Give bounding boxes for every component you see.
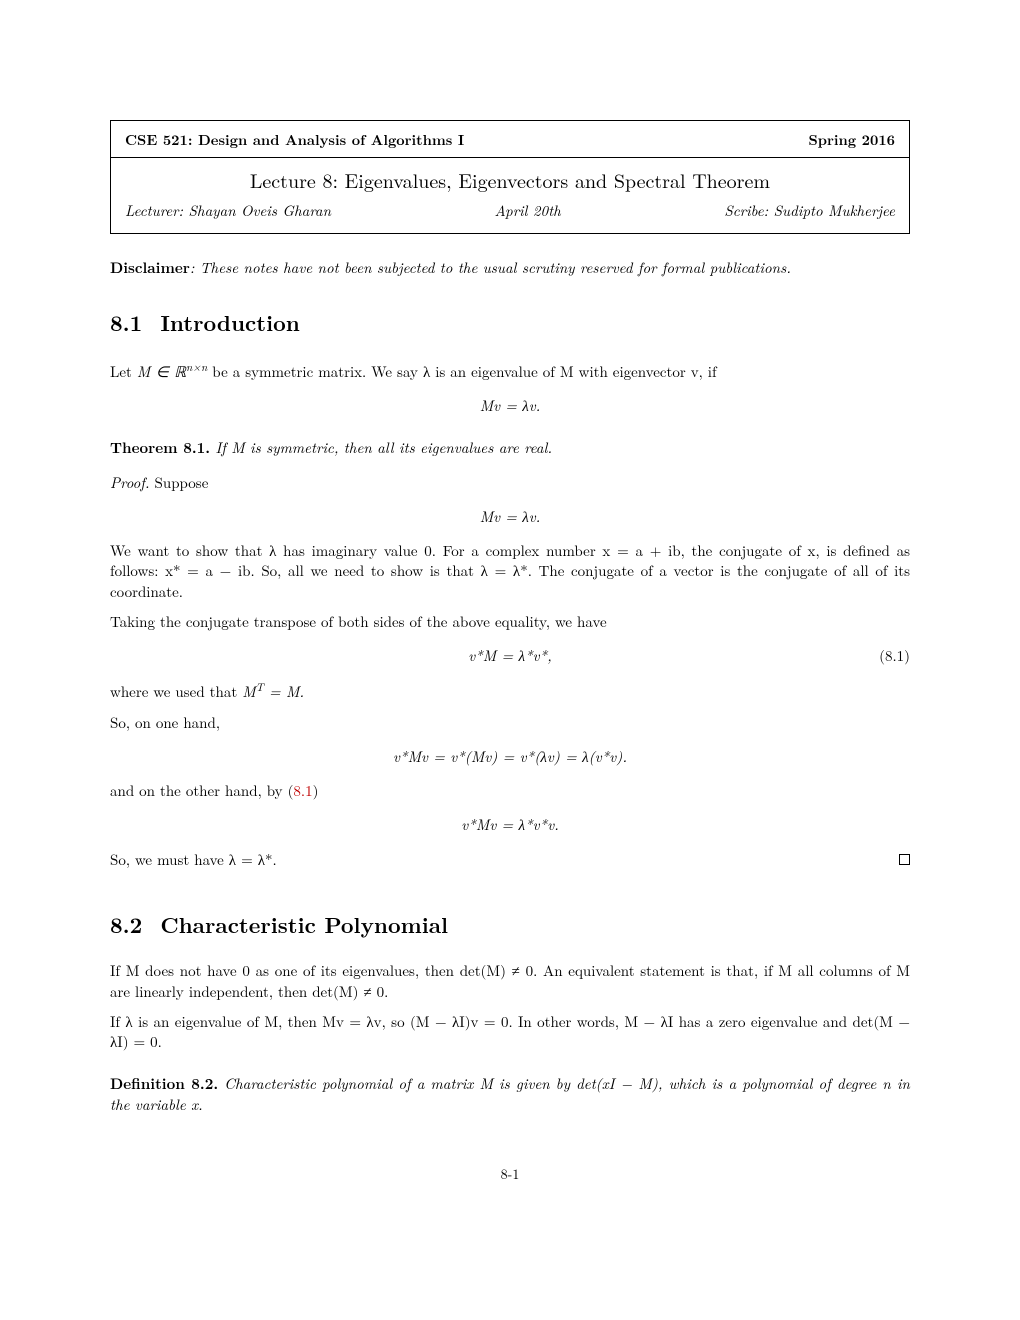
equation-display: v*Mv = λ*v*v. <box>110 815 910 835</box>
proof-label: Proof. <box>110 472 150 493</box>
section-8-2-heading: 8.2 Characteristic Polynomial <box>110 910 910 940</box>
lecturer: Lecturer: Shayan Oveis Gharan <box>125 201 331 221</box>
definition-statement: Characteristic polynomial of a matrix M … <box>110 1073 910 1114</box>
equation-display-numbered: v*M = λ*v*, (8.1) <box>110 646 910 666</box>
body-paragraph: If M does not have 0 as one of its eigen… <box>110 961 910 1002</box>
math-inline: M ∈ ℝ <box>137 361 186 382</box>
header-box: CSE 521: Design and Analysis of Algorith… <box>110 120 910 234</box>
theorem-8-1: Theorem 8.1. If M is symmetric, then all… <box>110 438 910 458</box>
header-row-top: CSE 521: Design and Analysis of Algorith… <box>111 131 909 158</box>
proof-paragraph: and on the other hand, by (8.1) <box>110 781 910 801</box>
disclaimer-label: Disclaimer <box>110 257 190 278</box>
lecture-title: Lecture 8: Eigenvalues, Eigenvectors and… <box>125 166 895 193</box>
text: where we used that <box>110 681 242 702</box>
definition-8-2: Definition 8.2. Characteristic polynomia… <box>110 1074 910 1115</box>
text: ) <box>313 780 319 801</box>
text: = M. <box>264 681 304 702</box>
definition-label: Definition 8.2. <box>110 1073 218 1094</box>
text: Suppose <box>150 472 209 493</box>
body-paragraph: If λ is an eigenvalue of M, then Mv = λv… <box>110 1012 910 1053</box>
equation-body: v*M = λ*v*, <box>468 645 552 666</box>
equation-number: (8.1) <box>879 646 910 666</box>
course-code: CSE 521: Design and Analysis of Algorith… <box>125 131 464 151</box>
proof-closing: So, we must have λ = λ*. <box>110 850 910 870</box>
section-title: Introduction <box>160 307 299 338</box>
proof-paragraph: So, on one hand, <box>110 713 910 733</box>
text: be a symmetric matrix. We say λ is an ei… <box>207 361 716 382</box>
intro-paragraph: Let M ∈ ℝn×n be a symmetric matrix. We s… <box>110 360 910 382</box>
lecture-date: April 20th <box>331 201 724 221</box>
text: Let <box>110 361 137 382</box>
scribe: Scribe: Sudipto Mukherjee <box>724 201 895 221</box>
term: Spring 2016 <box>808 131 895 151</box>
theorem-statement: If M is symmetric, then all its eigenval… <box>210 437 552 458</box>
proof-paragraph: where we used that MT = M. <box>110 680 910 702</box>
disclaimer: Disclaimer: These notes have not been su… <box>110 258 910 278</box>
header-row-bottom: Lecturer: Shayan Oveis Gharan April 20th… <box>125 201 895 221</box>
qed-symbol <box>899 854 910 865</box>
theorem-label: Theorem 8.1. <box>110 437 210 458</box>
page-number: 8-1 <box>110 1165 910 1184</box>
equation-display: Mv = λv. <box>110 396 910 416</box>
equation-display: Mv = λv. <box>110 507 910 527</box>
text: and on the other hand, by ( <box>110 780 293 801</box>
section-8-1-heading: 8.1 Introduction <box>110 308 910 338</box>
equation-reference[interactable]: 8.1 <box>293 780 312 801</box>
section-number: 8.2 <box>110 909 142 940</box>
proof-paragraph: We want to show that λ has imaginary val… <box>110 541 910 602</box>
math-superscript: T <box>256 679 264 695</box>
disclaimer-text: : These notes have not been subjected to… <box>190 257 791 278</box>
proof-opening: Proof. Suppose <box>110 473 910 493</box>
section-number: 8.1 <box>110 307 142 338</box>
proof-paragraph: Taking the conjugate transpose of both s… <box>110 612 910 632</box>
math-inline: M <box>242 681 255 702</box>
text: So, we must have λ = λ*. <box>110 849 277 870</box>
lecture-notes-page: CSE 521: Design and Analysis of Algorith… <box>0 0 1020 1244</box>
math-superscript: n×n <box>186 359 207 375</box>
equation-display: v*Mv = v*(Mv) = v*(λv) = λ(v*v). <box>110 747 910 767</box>
section-title: Characteristic Polynomial <box>160 909 448 940</box>
